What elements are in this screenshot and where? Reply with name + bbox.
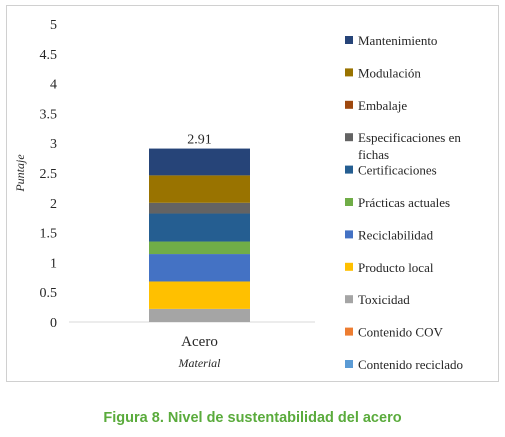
legend-swatch (345, 133, 353, 142)
y-tick-label: 3.5 (40, 107, 58, 122)
legend-label: Contenido COV (358, 325, 443, 340)
y-tick-label: 3 (50, 137, 57, 152)
legend-swatch (345, 198, 353, 206)
legend-label: Contenido reciclado (358, 357, 463, 372)
legend-swatch (345, 36, 353, 44)
bar-segment-4 (149, 254, 250, 282)
bar-segment-10 (149, 148, 250, 176)
legend-label: Modulación (358, 65, 421, 80)
legend-label: Certificaciones (358, 163, 437, 178)
bar-segment-2 (149, 308, 250, 322)
legend-label: Especificaciones en fichas (358, 130, 461, 162)
y-tick-label: 1.5 (40, 227, 58, 242)
y-tick-label: 2.5 (40, 167, 58, 182)
bar-segment-9 (149, 175, 250, 203)
bar-segment-7 (149, 202, 250, 214)
legend-swatch (345, 68, 353, 77)
legend-label: Embalaje (358, 98, 407, 113)
y-tick-label: 4 (50, 78, 57, 93)
legend-label: Mantenimiento (358, 33, 437, 48)
x-tick-label: Acero (181, 334, 218, 350)
total-data-label: 2.91 (187, 133, 212, 148)
legend-swatch (345, 360, 353, 368)
legend-swatch (345, 165, 353, 174)
legend-label: Reciclabilidad (358, 227, 434, 242)
legend-label: Toxicidad (358, 292, 410, 307)
legend-swatch (345, 230, 353, 239)
legend-swatch (345, 327, 353, 336)
legend-swatch (345, 262, 353, 271)
legend-label: Prácticas actuales (358, 195, 450, 210)
chart-frame: 0 0.5 1 1.5 2 2.5 3 3.5 4 4.5 5 2.91 Acero Materia… (6, 5, 499, 382)
legend: Mantenimiento Modulación Embalaje Especific… (345, 33, 463, 372)
y-axis-title: Puntaje (13, 154, 27, 193)
bar-segment-6 (149, 213, 250, 242)
figure-caption: Figura 8. Nivel de sustentabilidad del a… (103, 410, 402, 426)
y-tick-label: 1 (50, 256, 57, 271)
bar-segment-3 (149, 281, 250, 309)
y-tick-label: 0 (50, 316, 57, 331)
legend-swatch (345, 100, 353, 109)
y-axis: 0 0.5 1 1.5 2 2.5 3 3.5 4 4.5 5 (40, 18, 315, 331)
y-tick-label: 5 (50, 18, 57, 33)
legend-swatch (345, 295, 353, 304)
stacked-bar-chart: 0 0.5 1 1.5 2 2.5 3 3.5 4 4.5 5 2.91 Acero Materia… (13, 18, 463, 372)
x-axis-title: Material (178, 356, 222, 370)
bar-stack (149, 148, 250, 322)
y-tick-label: 0.5 (40, 286, 58, 301)
bar-segment-5 (149, 241, 250, 255)
y-tick-label: 2 (50, 197, 57, 212)
y-tick-label: 4.5 (40, 48, 58, 63)
legend-label: Producto local (358, 260, 434, 275)
